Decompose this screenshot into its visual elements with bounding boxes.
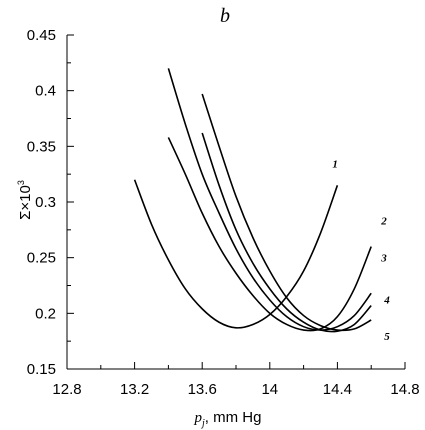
series-1-label: 1 bbox=[332, 158, 338, 170]
svg-text:Σ×103: Σ×103 bbox=[16, 180, 34, 220]
series-4-label: 4 bbox=[383, 295, 390, 307]
x-tick-label: 12.8 bbox=[52, 381, 81, 398]
x-tick-label: 13.6 bbox=[188, 381, 217, 398]
x-axis-title: pj, mm Hg bbox=[194, 409, 262, 429]
y-tick-label: 0.4 bbox=[35, 83, 56, 100]
series-3-line bbox=[167, 68, 372, 331]
x-tick-label: 14 bbox=[261, 381, 278, 398]
panel-label: b bbox=[220, 5, 230, 27]
y-axis-title-sup: 3 bbox=[16, 180, 26, 185]
x-axis-title-main: p bbox=[194, 410, 203, 426]
y-axis-title: Σ×103 bbox=[16, 180, 34, 220]
x-tick-label: 14.8 bbox=[390, 381, 419, 398]
x-axis-title-rest: , mm Hg bbox=[205, 409, 262, 426]
x-tick-label: 14.4 bbox=[323, 381, 352, 398]
y-tick-label: 0.25 bbox=[27, 250, 56, 267]
x-axis-title-sub: j bbox=[200, 418, 205, 429]
y-tick-label: 0.3 bbox=[35, 194, 56, 211]
y-tick-label: 0.35 bbox=[27, 138, 56, 155]
series-2-line bbox=[167, 137, 372, 332]
y-axis-title-main: Σ×10 bbox=[17, 185, 34, 220]
y-tick-label: 0.45 bbox=[27, 27, 56, 44]
x-tick-label: 13.2 bbox=[120, 381, 149, 398]
y-tick-label: 0.15 bbox=[27, 361, 56, 378]
series-1-line bbox=[133, 179, 339, 329]
series-group: 1 2 3 4 5 bbox=[133, 68, 390, 343]
y-tick-label: 0.2 bbox=[35, 305, 56, 322]
series-2-label: 2 bbox=[380, 216, 387, 228]
series-5-line bbox=[201, 93, 372, 332]
series-3-label: 3 bbox=[380, 252, 387, 264]
series-5-label: 5 bbox=[384, 331, 390, 343]
